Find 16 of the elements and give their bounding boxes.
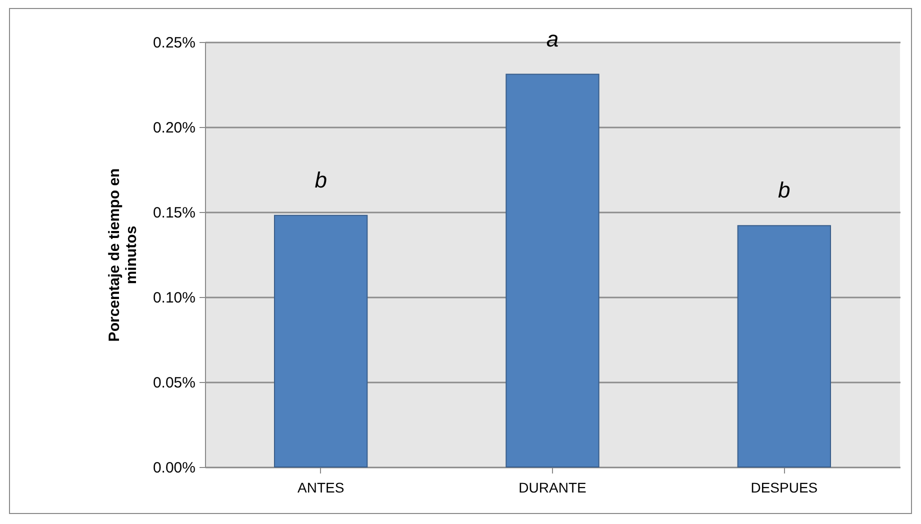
annotation: b [778,178,790,203]
annotation: b [314,167,327,192]
bar [274,214,368,468]
y-tick-label: 0.00% [152,460,196,476]
y-tick-label: 0.25% [152,34,196,52]
x-tick-label: ANTES [297,480,344,496]
y-tick-label: 0.05% [152,374,196,392]
y-tick-label: 0.10% [152,290,196,306]
bar [737,225,831,468]
bar [506,74,600,468]
y-tick-label: 0.15% [152,204,196,222]
y-tick-label: 0.20% [152,120,196,136]
annotation: a [546,26,559,52]
x-tick-label: DURANTE [518,480,586,496]
x-tick-label: DESPUES [750,480,818,496]
y-axis-title: Porcentaje de tiempo en minutos [106,168,140,342]
